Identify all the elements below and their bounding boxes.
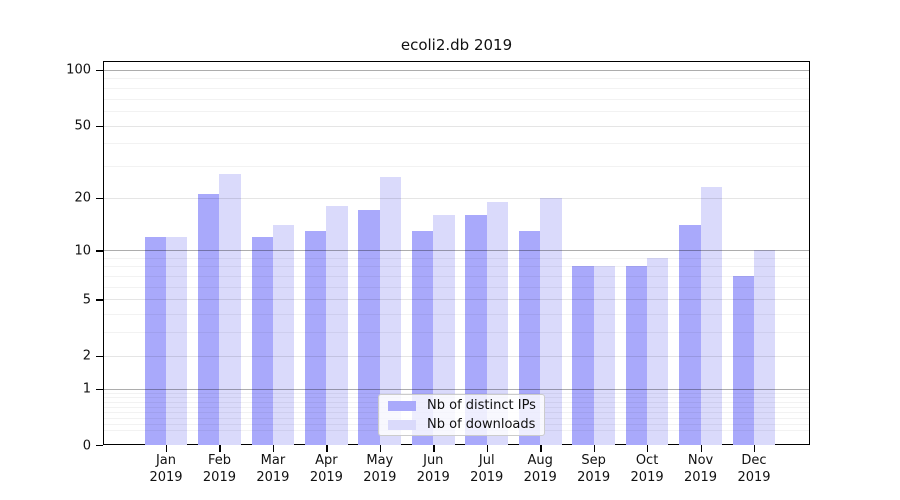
- y-tick-label: 20: [74, 190, 91, 206]
- bar-distinct-ips-sep: [572, 266, 594, 445]
- bar-downloads-jul: [486, 201, 509, 445]
- bar-downloads-sep: [593, 266, 616, 445]
- y-tick-label: 5: [82, 292, 91, 308]
- x-tick-label-jan: Jan 2019: [149, 453, 183, 485]
- x-tick-mark: [700, 445, 702, 452]
- bar-distinct-ips-mar: [251, 236, 273, 445]
- minor-gridline: [103, 165, 810, 167]
- y-tick-label: 10: [74, 243, 91, 259]
- y-tick-label: 2: [82, 348, 91, 364]
- y-tick-mark: [96, 388, 103, 391]
- minor-gridline: [103, 332, 810, 334]
- legend: Nb of distinct IPs Nb of downloads: [378, 394, 545, 436]
- minor-gridline: [103, 143, 810, 145]
- y-tick-mark: [96, 69, 103, 72]
- x-tick-mark: [379, 445, 382, 452]
- x-tick-label-aug: Aug 2019: [523, 453, 557, 485]
- x-tick-mark: [593, 445, 596, 452]
- y-tick-mark: [96, 299, 103, 301]
- bar-distinct-ips-nov: [679, 224, 701, 445]
- x-tick-mark: [219, 445, 221, 452]
- chart-title: ecoli2.db 2019: [400, 36, 513, 54]
- x-tick-mark: [326, 445, 328, 452]
- x-tick-label-feb: Feb 2019: [202, 453, 236, 485]
- x-tick-mark: [754, 445, 756, 452]
- minor-gridline: [103, 286, 810, 288]
- y-tick-mark: [96, 355, 103, 358]
- bar-downloads-dec: [754, 250, 776, 445]
- x-tick-label-apr: Apr 2019: [309, 453, 343, 485]
- x-tick-label-mar: Mar 2019: [256, 453, 290, 485]
- bar-distinct-ips-oct: [625, 266, 648, 445]
- bar-distinct-ips-jun: [411, 230, 434, 445]
- bar-downloads-feb: [219, 174, 241, 445]
- legend-label-distinct-ips: Nb of distinct IPs: [427, 398, 536, 413]
- gridline: [103, 299, 810, 301]
- x-tick-label-sep: Sep 2019: [577, 453, 611, 485]
- bar-distinct-ips-jan: [144, 236, 166, 445]
- bar-downloads-may: [379, 177, 402, 445]
- minor-gridline: [103, 257, 810, 259]
- bar-downloads-jan: [166, 236, 188, 445]
- legend-item-distinct-ips: Nb of distinct IPs: [388, 398, 536, 413]
- major-gridline: [103, 250, 810, 252]
- minor-gridline: [103, 314, 810, 316]
- bar-distinct-ips-feb: [198, 193, 220, 445]
- x-tick-label-may: May 2019: [363, 453, 397, 485]
- minor-gridline: [103, 110, 810, 112]
- x-tick-label-jun: Jun 2019: [416, 453, 450, 485]
- minor-gridline: [103, 392, 810, 394]
- minor-gridline: [103, 78, 810, 80]
- minor-gridline: [103, 266, 810, 268]
- minor-gridline: [103, 276, 810, 278]
- x-tick-label-jul: Jul 2019: [470, 453, 504, 485]
- x-tick-mark: [540, 445, 542, 452]
- bar-distinct-ips-may: [358, 210, 380, 445]
- bar-distinct-ips-aug: [518, 230, 541, 445]
- bar-downloads-jun: [433, 214, 455, 445]
- y-tick-label: 1: [82, 381, 91, 397]
- x-tick-label-oct: Oct 2019: [630, 453, 664, 485]
- y-tick-mark: [96, 250, 103, 252]
- bar-distinct-ips-jul: [465, 214, 487, 445]
- gridline: [103, 125, 810, 127]
- bar-distinct-ips-dec: [732, 276, 754, 445]
- legend-swatch-distinct-ips: [388, 400, 416, 411]
- x-tick-label-dec: Dec 2019: [737, 453, 771, 485]
- bar-downloads-mar: [272, 224, 295, 445]
- x-tick-mark: [486, 445, 489, 452]
- gridline: [103, 355, 810, 357]
- gridline: [103, 197, 810, 199]
- x-tick-mark: [272, 445, 275, 452]
- bar-downloads-nov: [700, 186, 722, 445]
- y-tick-mark: [96, 197, 103, 199]
- major-gridline: [103, 69, 810, 71]
- bar-downloads-aug: [540, 197, 562, 445]
- legend-swatch-downloads: [388, 419, 416, 430]
- y-tick-mark: [96, 125, 103, 127]
- major-gridline: [103, 388, 810, 390]
- y-tick-label: 0: [82, 438, 91, 453]
- legend-label-downloads: Nb of downloads: [427, 417, 536, 432]
- y-tick-label: 100: [66, 62, 91, 78]
- y-tick-mark: [96, 445, 103, 447]
- bar-distinct-ips-apr: [304, 230, 327, 445]
- minor-gridline: [103, 87, 810, 89]
- bar-downloads-oct: [647, 257, 669, 445]
- x-tick-mark: [433, 445, 435, 452]
- legend-item-downloads: Nb of downloads: [388, 417, 535, 432]
- y-tick-label: 50: [74, 118, 91, 134]
- minor-gridline: [103, 98, 810, 100]
- x-tick-mark: [166, 445, 168, 452]
- bar-downloads-apr: [326, 205, 348, 445]
- x-tick-mark: [647, 445, 649, 452]
- x-tick-label-nov: Nov 2019: [683, 453, 718, 485]
